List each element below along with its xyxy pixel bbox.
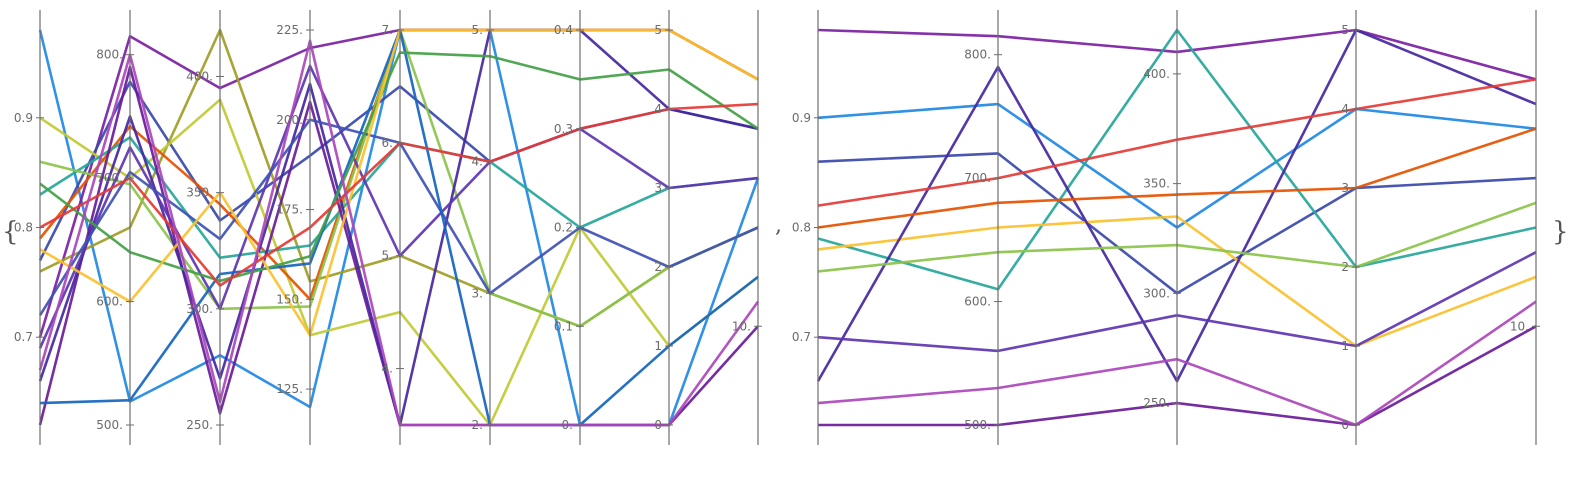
tick-label: 400.: [1143, 67, 1170, 81]
tick-label: 0.9: [14, 111, 33, 125]
tick-label: 7.: [382, 23, 393, 37]
tick-label: 300.: [1143, 286, 1170, 300]
series-line-s12: [38, 118, 759, 316]
tick-label: 0.3: [554, 122, 573, 136]
tick-label: 0.7: [14, 330, 33, 344]
tick-label: 5: [1341, 23, 1349, 37]
tick-label: 4: [654, 102, 662, 116]
tick-label: 175.: [276, 203, 303, 217]
tick-label: 3: [654, 181, 662, 195]
tick-label: 350.: [1143, 177, 1170, 191]
axis-A1: 0.7 0.8 0.9: [14, 10, 44, 445]
tick-label: 0: [1341, 418, 1349, 432]
tick-label: 250.: [186, 418, 213, 432]
tick-label: 3.: [472, 286, 483, 300]
axis-B2: 500. 600. 700. 800.: [964, 10, 1002, 445]
tick-label: 0: [654, 418, 662, 432]
tick-label: 0.7: [792, 330, 811, 344]
close-brace: }: [1552, 217, 1569, 247]
axis-A3: 250. 300. 350. 400.: [186, 10, 224, 445]
axis-A5: 4. 5. 6. 7.: [382, 10, 404, 445]
tick-label: 0.8: [14, 221, 33, 235]
tick-label: 0.4: [554, 23, 573, 37]
tick-label: 350.: [186, 186, 213, 200]
axis-A4: 125. 150. 175. 200. 225.: [276, 10, 314, 445]
tick-label: 225.: [276, 23, 303, 37]
tick-label: 600.: [964, 295, 991, 309]
tick-label: 5.: [472, 23, 483, 37]
tick-label: 0.1: [554, 319, 573, 333]
tick-label: 700.: [964, 171, 991, 185]
series-group: [38, 28, 760, 427]
axis-A9: 10.: [732, 10, 762, 445]
tick-label: 125.: [276, 382, 303, 396]
tick-label: 250.: [1143, 396, 1170, 410]
tick-label: 600.: [96, 295, 123, 309]
tick-label: 5: [654, 23, 662, 37]
tick-label: 4.: [472, 155, 483, 169]
axis-B4: 0 1 2 3 4 5: [1341, 10, 1360, 445]
tick-label: 1: [654, 339, 662, 353]
axis-A6: 2. 3. 4. 5.: [472, 10, 494, 445]
tick-label: 5.: [382, 249, 393, 263]
parallel-chart-right: 0.70.80.9500.600.700.800.250.300.350.400…: [792, 10, 1540, 445]
axis-A7: 0. 0.1 0.2 0.3 0.4: [554, 10, 584, 445]
axis-B1: 0.7 0.8 0.9: [792, 10, 822, 445]
tick-label: 800.: [96, 48, 123, 62]
tick-label: 0.9: [792, 111, 811, 125]
tick-label: 300.: [186, 302, 213, 316]
tick-label: 2: [654, 260, 662, 274]
tick-label: 1: [1341, 339, 1349, 353]
tick-label: 2.: [472, 418, 483, 432]
tick-label: 6.: [382, 136, 393, 150]
tick-label: 0.2: [554, 221, 573, 235]
tick-label: 400.: [186, 69, 213, 83]
open-brace: {: [2, 217, 19, 247]
axis-B5: 10.: [1510, 10, 1540, 445]
tick-label: 500.: [96, 418, 123, 432]
tick-label: 150.: [276, 292, 303, 306]
tick-label: 200.: [276, 113, 303, 127]
tick-label: 700.: [96, 171, 123, 185]
tick-label: 0.: [562, 418, 573, 432]
series-line-s15: [39, 28, 759, 337]
tick-label: 800.: [964, 48, 991, 62]
axis-A8: 0 1 2 3 4 5: [654, 10, 673, 445]
axis-B3: 250. 300. 350. 400.: [1143, 10, 1181, 445]
series-line-s13: [39, 28, 759, 427]
series-line-s10: [38, 28, 759, 427]
tick-label: 4.: [382, 362, 393, 376]
tick-label: 10.: [1510, 319, 1529, 333]
tick-label: 500.: [964, 418, 991, 432]
tick-label: 0.8: [792, 221, 811, 235]
tick-label: 4: [1341, 102, 1349, 116]
series-line-s1: [38, 28, 760, 427]
tick-label: 10.: [732, 319, 751, 333]
list-separator: ,: [775, 213, 782, 238]
tick-label: 3: [1341, 181, 1349, 195]
parallel-chart-left: 0.70.80.9500.600.700.800.250.300.350.400…: [14, 10, 762, 445]
axis-A2: 500. 600. 700. 800.: [96, 10, 134, 445]
series-line-s17: [38, 39, 760, 427]
tick-label: 2: [1341, 260, 1349, 274]
